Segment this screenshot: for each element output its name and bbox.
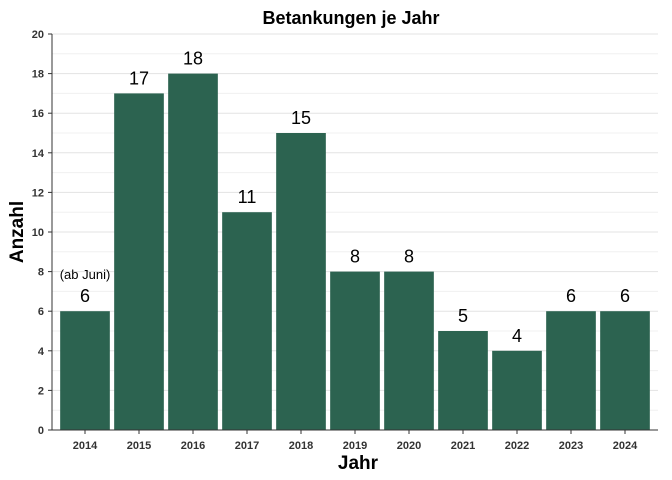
value-label: 6 [80,286,90,306]
bar-2020 [384,271,434,430]
bar-2017 [222,212,272,430]
bar-2018 [276,133,326,430]
bar-2019 [330,271,380,430]
bars [60,73,650,431]
value-label: 17 [129,68,149,88]
x-tick-label: 2018 [289,440,313,452]
x-tick-label: 2024 [613,440,638,452]
x-tick-label: 2019 [343,440,367,452]
y-tick-label: 12 [32,187,44,199]
value-label: 6 [566,286,576,306]
x-tick-label: 2017 [235,440,259,452]
x-tick-label: 2022 [505,440,529,452]
x-tick-label: 2015 [127,440,151,452]
x-tick-label: 2020 [397,440,421,452]
value-label: 5 [458,306,468,326]
chart-title: Betankungen je Jahr [262,8,439,28]
y-tick-label: 4 [38,346,45,358]
bar-2023 [546,311,596,430]
y-tick-label: 6 [38,306,44,318]
value-labels: 6 17 18 11 15 8 8 5 4 6 6 (ab Juni) [60,49,630,346]
y-tick-label: 0 [38,425,44,437]
x-axis-label: Jahr [338,453,379,474]
value-label: 18 [183,49,203,69]
value-label: 15 [291,108,311,128]
y-tick-label: 14 [32,148,45,160]
y-axis-label: Anzahl [7,201,28,263]
y-tick-label: 20 [32,29,44,41]
value-label: 11 [238,187,257,207]
x-tick-labels: 2014 2015 2016 2017 2018 2019 2020 2021 2022 2023… [73,430,638,452]
bar-2014 [60,311,110,430]
bar-2022 [492,350,542,430]
y-tick-label: 18 [32,69,44,81]
y-tick-label: 8 [38,267,44,279]
value-label: 4 [512,326,522,346]
annotation-label: (ab Juni) [60,267,111,282]
y-tick-labels: 0 2 4 6 8 10 12 14 16 18 20 [32,29,52,437]
x-tick-label: 2021 [451,440,475,452]
x-tick-label: 2023 [559,440,583,452]
y-tick-label: 2 [38,385,44,397]
bar-2021 [438,331,488,430]
x-tick-label: 2014 [73,440,98,452]
y-tick-label: 16 [32,108,44,120]
value-label: 6 [620,286,630,306]
value-label: 8 [404,247,414,267]
x-tick-label: 2016 [181,440,205,452]
value-label: 8 [350,247,360,267]
y-tick-label: 10 [32,227,44,239]
bar-2016 [168,73,218,430]
bar-2015 [114,93,164,431]
bar-2024 [600,311,650,430]
